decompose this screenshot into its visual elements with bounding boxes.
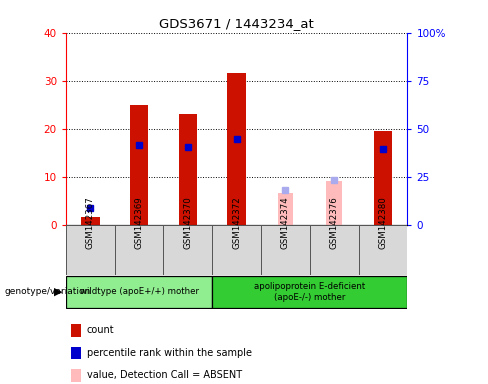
Text: GSM142369: GSM142369 <box>135 196 143 248</box>
Bar <box>115 225 163 275</box>
Text: GSM142370: GSM142370 <box>183 196 192 248</box>
Title: GDS3671 / 1443234_at: GDS3671 / 1443234_at <box>159 17 314 30</box>
Bar <box>261 225 310 275</box>
Text: GSM142374: GSM142374 <box>281 196 290 248</box>
Text: wildtype (apoE+/+) mother: wildtype (apoE+/+) mother <box>80 287 199 296</box>
Text: GSM142372: GSM142372 <box>232 196 241 248</box>
Text: GSM142376: GSM142376 <box>330 196 339 248</box>
Text: value, Detection Call = ABSENT: value, Detection Call = ABSENT <box>87 370 242 380</box>
Bar <box>212 276 407 308</box>
Text: genotype/variation: genotype/variation <box>5 287 91 296</box>
Bar <box>163 225 212 275</box>
Bar <box>278 194 293 225</box>
Text: ▶: ▶ <box>54 287 62 297</box>
Bar <box>66 276 212 308</box>
Bar <box>179 114 197 225</box>
Bar <box>359 225 407 275</box>
Bar <box>326 182 342 225</box>
Bar <box>310 225 359 275</box>
Text: count: count <box>87 325 115 335</box>
Text: percentile rank within the sample: percentile rank within the sample <box>87 348 252 358</box>
Text: GSM142380: GSM142380 <box>379 196 387 248</box>
Bar <box>66 225 115 275</box>
Bar <box>130 105 148 225</box>
Bar <box>374 131 392 225</box>
Bar <box>212 225 261 275</box>
Text: GSM142367: GSM142367 <box>86 196 95 248</box>
Text: apolipoprotein E-deficient
(apoE-/-) mother: apolipoprotein E-deficient (apoE-/-) mot… <box>254 282 366 302</box>
Bar <box>227 73 246 225</box>
Bar <box>81 217 100 225</box>
